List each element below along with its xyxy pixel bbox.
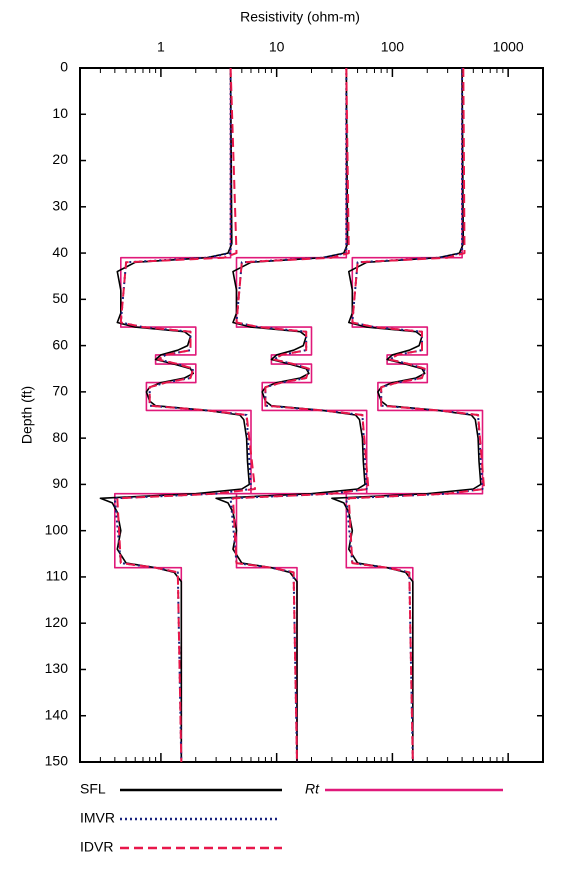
y-tick-label: 90 (52, 475, 68, 491)
x-tick-label: 1 (157, 39, 165, 55)
x-tick-label: 100 (381, 39, 405, 55)
log-curve (232, 67, 370, 763)
y-tick-label: 20 (52, 151, 68, 167)
log-curve (99, 67, 251, 762)
x-tick-label: 10 (269, 39, 285, 55)
y-tick-label: 60 (52, 336, 68, 352)
log-curve (347, 67, 486, 763)
y-tick-label: 120 (45, 614, 69, 630)
y-tick-label: 130 (45, 660, 69, 676)
log-curve (331, 67, 482, 762)
y-tick-label: 150 (45, 753, 69, 769)
y-tick-label: 110 (46, 568, 69, 584)
y-tick-label: 140 (45, 706, 69, 722)
log-curve (215, 67, 366, 762)
y-tick-label: 30 (52, 198, 68, 214)
legend-label: SFL (80, 781, 106, 797)
y-axis-title: Depth (ft) (19, 386, 35, 444)
x-tick-label: 1000 (493, 39, 524, 55)
legend-label: IMVR (80, 810, 115, 826)
y-tick-label: 50 (52, 290, 68, 306)
y-tick-label: 10 (52, 105, 68, 121)
log-curve (116, 67, 256, 763)
y-tick-label: 100 (45, 521, 69, 537)
log-curve (235, 68, 368, 762)
x-axis-title: Resistivity (ohm-m) (240, 9, 360, 25)
y-tick-label: 80 (52, 429, 68, 445)
legend-label: IDVR (80, 839, 113, 855)
legend-label: Rt (305, 781, 320, 797)
y-tick-label: 40 (52, 244, 68, 260)
y-tick-label: 0 (60, 59, 68, 75)
y-tick-label: 70 (52, 383, 68, 399)
